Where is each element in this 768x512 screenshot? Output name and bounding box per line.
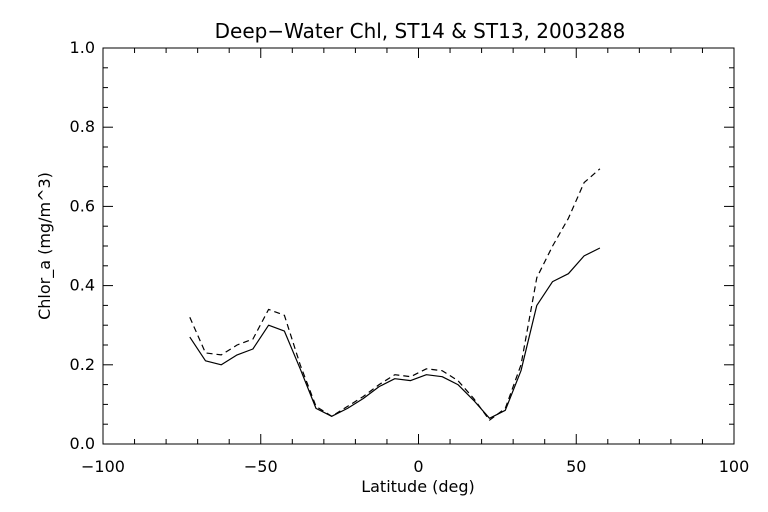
x-tick-label: −100 (81, 457, 125, 476)
x-tick-label: 50 (566, 457, 586, 476)
series-line-solid (189, 247, 601, 419)
plot-frame (102, 47, 735, 445)
y-tick-label: 0.0 (70, 434, 95, 453)
y-tick-label: 1.0 (70, 38, 95, 57)
series-line-dashed (189, 168, 601, 421)
x-tick-label: 100 (719, 457, 750, 476)
x-tick-label: −50 (244, 457, 278, 476)
y-tick-label: 0.6 (70, 196, 95, 215)
y-axis-label: Chlor_a (mg/m^3) (35, 172, 55, 320)
x-tick-label: 0 (413, 457, 423, 476)
y-tick-labels: 0.0 0.2 0.4 0.6 0.8 1.0 (70, 38, 95, 453)
y-tick-label: 0.2 (70, 355, 95, 374)
series-layer (189, 168, 601, 421)
x-tick-labels: −100 −50 0 50 100 (81, 457, 749, 476)
y-tick-label: 0.8 (70, 117, 95, 136)
y-tick-label: 0.4 (70, 276, 95, 295)
x-axis-label: Latitude (deg) (361, 477, 475, 496)
axis-ticks (102, 47, 735, 445)
chart-title: Deep−Water Chl, ST14 & ST13, 2003288 (215, 19, 626, 43)
